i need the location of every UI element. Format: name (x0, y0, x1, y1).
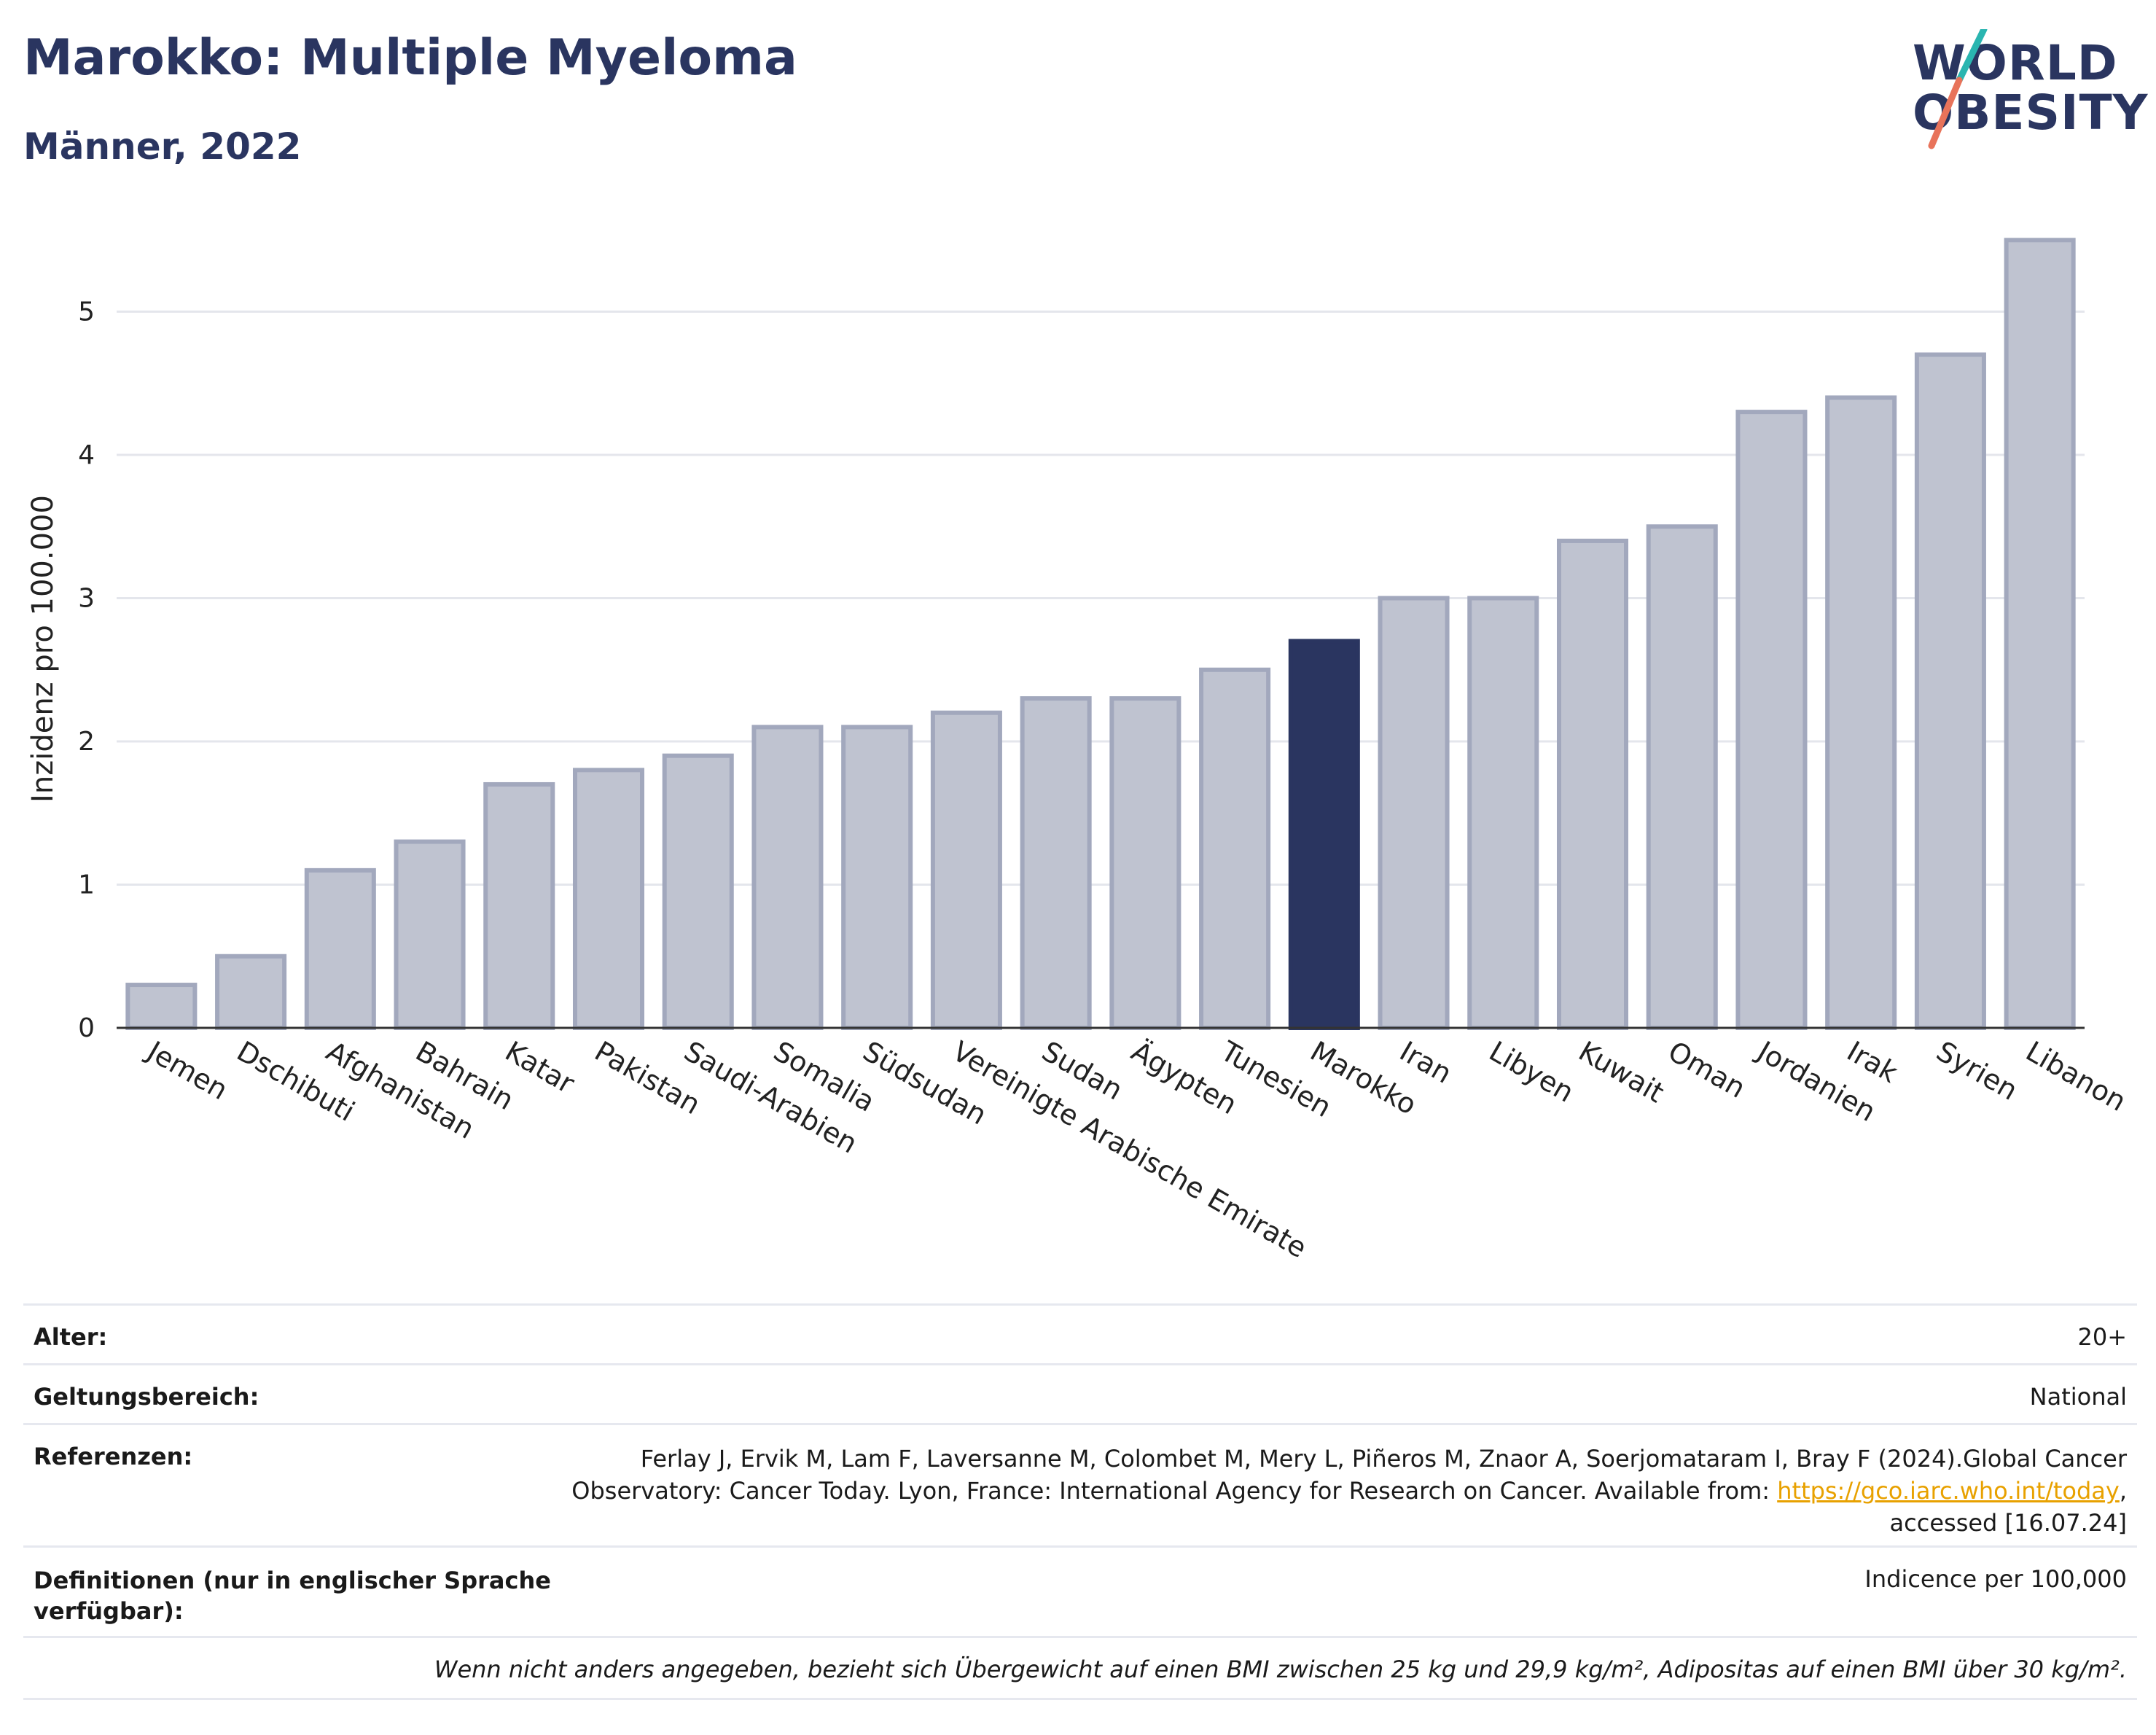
info-key-age: Alter: (34, 1323, 108, 1351)
reference-line-3: accessed [16.07.24] (1889, 1509, 2127, 1537)
info-key-references: Referenzen: (34, 1443, 193, 1470)
bar (1020, 696, 1092, 1030)
bar (1825, 395, 1897, 1030)
info-value-references: Ferlay J, Ervik M, Lam F, Laversanne M, … (571, 1443, 2127, 1539)
bar (930, 710, 1002, 1030)
bar (1467, 596, 1539, 1030)
reference-line-2-text: Observatory: Cancer Today. Lyon, France:… (571, 1477, 1778, 1505)
info-key-scope: Geltungsbereich: (34, 1383, 259, 1411)
bar (841, 725, 913, 1030)
logo-slash-icon (1928, 29, 1988, 149)
info-value-age: 20+ (2077, 1323, 2127, 1351)
reference-link-suffix: , (2119, 1477, 2127, 1505)
bar (483, 781, 555, 1030)
y-tick-label: 1 (78, 870, 95, 900)
x-tick-label: Libanon (2020, 1035, 2131, 1118)
bar (751, 725, 824, 1030)
info-key-definitions: Definitionen (nur in englischer Sprache … (34, 1565, 551, 1626)
definitions-key-line-1: Definitionen (nur in englischer Sprache (34, 1567, 551, 1594)
bar (1735, 410, 1808, 1030)
x-tick-label: Jemen (141, 1034, 233, 1107)
reference-link[interactable]: https://gco.iarc.who.int/today (1777, 1477, 2120, 1505)
bar (1378, 596, 1450, 1030)
bar (1556, 538, 1629, 1030)
y-axis-label: Inzidenz pro 100.000 (26, 495, 60, 803)
bar (215, 954, 287, 1031)
reference-line-1: Ferlay J, Ervik M, Lam F, Laversanne M, … (640, 1445, 2127, 1473)
info-value-definitions: Indicence per 100,000 (1864, 1565, 2127, 1593)
bar (1914, 352, 1986, 1031)
x-tick-label: Irak (1842, 1035, 1903, 1089)
y-tick-label: 2 (78, 727, 95, 757)
chart-subtitle: Männer, 2022 (23, 125, 302, 168)
y-tick-label: 4 (78, 440, 95, 470)
info-row-age: Alter: 20+ (23, 1303, 2137, 1365)
bar (304, 868, 376, 1030)
bar (394, 839, 466, 1030)
y-tick-label: 5 (78, 297, 95, 327)
bar (572, 768, 645, 1030)
info-row-note: Wenn nicht anders angegeben, bezieht sic… (23, 1636, 2137, 1700)
x-tick-label: Libyen (1484, 1035, 1579, 1109)
bmi-note: Wenn nicht anders angegeben, bezieht sic… (434, 1656, 2127, 1683)
bar (125, 983, 198, 1030)
world-obesity-logo: WORLD OBESITY (1895, 29, 2147, 160)
bar (662, 753, 734, 1031)
y-tick-label: 0 (78, 1013, 95, 1043)
info-row-definitions: Definitionen (nur in englischer Sprache … (23, 1545, 2137, 1638)
info-row-scope: Geltungsbereich: National (23, 1363, 2137, 1425)
x-tick-label: Syrien (1931, 1035, 2023, 1107)
bar-highlight (1288, 639, 1360, 1030)
bar (2004, 238, 2076, 1031)
info-row-references: Referenzen: Ferlay J, Ervik M, Lam F, La… (23, 1423, 2137, 1548)
bar (1199, 667, 1271, 1030)
info-value-scope: National (2029, 1383, 2127, 1411)
y-tick-label: 3 (78, 584, 95, 614)
chart-title: Marokko: Multiple Myeloma (23, 29, 797, 87)
x-tick-label: Kuwait (1574, 1035, 1670, 1110)
reference-line-2: Observatory: Cancer Today. Lyon, France:… (571, 1475, 2127, 1507)
definitions-key-line-2: verfügbar): (34, 1597, 184, 1625)
logo-word-world: WORLD (1913, 35, 2118, 91)
x-tick-label: Oman (1663, 1035, 1751, 1104)
bar (1109, 696, 1181, 1030)
x-tick-label: Iran (1394, 1035, 1457, 1090)
bar (1646, 524, 1718, 1030)
